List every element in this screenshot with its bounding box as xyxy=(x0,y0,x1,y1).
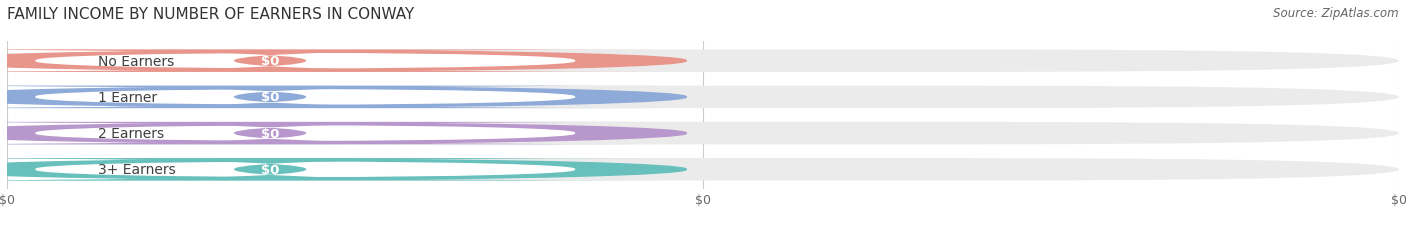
Text: Source: ZipAtlas.com: Source: ZipAtlas.com xyxy=(1274,7,1399,20)
Text: $0: $0 xyxy=(262,127,280,140)
Text: No Earners: No Earners xyxy=(97,55,174,68)
Text: 2 Earners: 2 Earners xyxy=(97,127,163,140)
FancyBboxPatch shape xyxy=(0,122,665,145)
Text: $0: $0 xyxy=(262,91,280,104)
FancyBboxPatch shape xyxy=(0,86,439,109)
Circle shape xyxy=(37,163,575,176)
Circle shape xyxy=(37,127,575,140)
Text: $0: $0 xyxy=(262,163,280,176)
Text: $0: $0 xyxy=(262,55,280,68)
FancyBboxPatch shape xyxy=(7,86,1399,109)
Circle shape xyxy=(37,55,575,68)
Text: 1 Earner: 1 Earner xyxy=(97,91,156,104)
FancyBboxPatch shape xyxy=(0,158,439,181)
Text: FAMILY INCOME BY NUMBER OF EARNERS IN CONWAY: FAMILY INCOME BY NUMBER OF EARNERS IN CO… xyxy=(7,7,415,22)
FancyBboxPatch shape xyxy=(0,50,439,73)
Circle shape xyxy=(0,52,686,71)
Text: 3+ Earners: 3+ Earners xyxy=(97,163,176,176)
FancyBboxPatch shape xyxy=(7,50,1399,73)
FancyBboxPatch shape xyxy=(0,122,439,145)
FancyBboxPatch shape xyxy=(0,86,665,109)
Circle shape xyxy=(0,88,686,107)
Circle shape xyxy=(37,91,575,104)
FancyBboxPatch shape xyxy=(0,158,665,181)
FancyBboxPatch shape xyxy=(7,122,1399,145)
FancyBboxPatch shape xyxy=(0,50,665,73)
Circle shape xyxy=(0,160,686,179)
Circle shape xyxy=(0,124,686,143)
FancyBboxPatch shape xyxy=(7,158,1399,181)
